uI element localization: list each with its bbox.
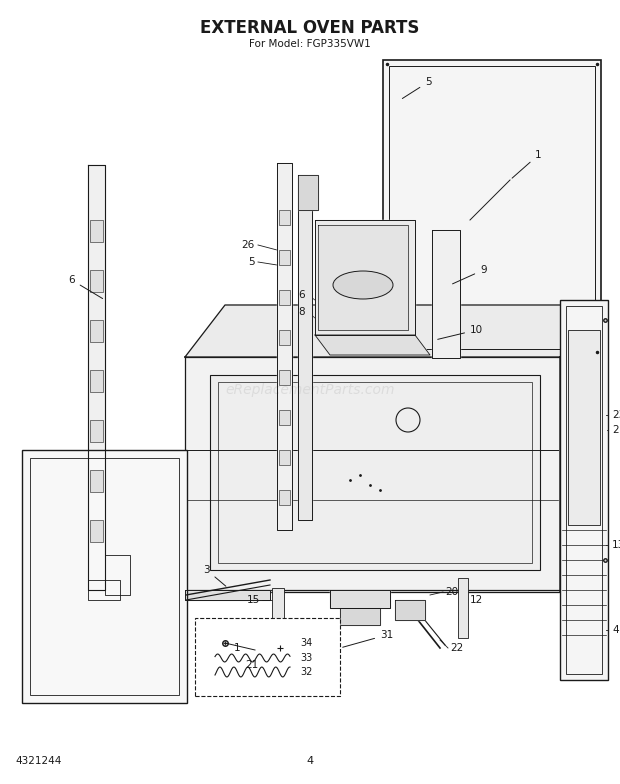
Bar xyxy=(195,618,340,696)
Text: For Model: FGP335VW1: For Model: FGP335VW1 xyxy=(249,39,371,49)
Polygon shape xyxy=(315,335,430,355)
Text: 3: 3 xyxy=(203,565,226,586)
Polygon shape xyxy=(298,178,312,520)
Bar xyxy=(560,300,608,680)
Polygon shape xyxy=(315,220,415,335)
Text: 1: 1 xyxy=(233,643,240,653)
Polygon shape xyxy=(298,175,318,210)
Text: 2: 2 xyxy=(612,425,619,435)
Bar xyxy=(389,66,595,349)
Bar xyxy=(383,60,601,355)
Text: 6: 6 xyxy=(298,290,305,300)
Text: 9: 9 xyxy=(453,265,487,284)
Text: 4321244: 4321244 xyxy=(15,756,61,766)
Bar xyxy=(218,382,532,563)
Bar xyxy=(279,370,290,385)
Text: 1: 1 xyxy=(512,150,542,178)
Polygon shape xyxy=(330,590,390,608)
Polygon shape xyxy=(340,608,380,625)
Bar xyxy=(279,290,290,305)
Bar xyxy=(566,306,602,674)
Polygon shape xyxy=(395,600,425,620)
Text: 20: 20 xyxy=(445,587,458,597)
Bar xyxy=(279,410,290,425)
Bar xyxy=(272,588,284,643)
Text: 5: 5 xyxy=(249,257,255,267)
Text: 12: 12 xyxy=(470,595,483,605)
Text: 21: 21 xyxy=(245,660,258,670)
Text: 22: 22 xyxy=(450,643,463,653)
Bar xyxy=(90,320,103,342)
Polygon shape xyxy=(185,357,560,592)
Text: 31: 31 xyxy=(343,630,393,648)
Bar xyxy=(279,210,290,225)
Polygon shape xyxy=(88,580,120,600)
Polygon shape xyxy=(88,165,105,590)
Bar xyxy=(22,450,187,703)
Text: 34: 34 xyxy=(300,638,312,648)
Polygon shape xyxy=(277,163,292,530)
Text: 4: 4 xyxy=(612,625,619,635)
Polygon shape xyxy=(185,590,270,600)
Ellipse shape xyxy=(333,271,393,299)
Polygon shape xyxy=(185,305,600,357)
Text: 5: 5 xyxy=(402,77,432,99)
Text: 26: 26 xyxy=(242,240,255,250)
Bar xyxy=(90,470,103,492)
Text: 13: 13 xyxy=(612,540,620,550)
Bar xyxy=(90,270,103,292)
Text: 8: 8 xyxy=(298,307,305,317)
Text: 10: 10 xyxy=(438,325,483,339)
Bar xyxy=(90,370,103,392)
Bar xyxy=(458,578,468,638)
Bar xyxy=(279,250,290,265)
Bar xyxy=(30,458,179,695)
Bar xyxy=(568,330,600,525)
Text: 4: 4 xyxy=(306,756,314,766)
Text: 32: 32 xyxy=(300,667,312,677)
Text: eReplacementParts.com: eReplacementParts.com xyxy=(225,383,395,397)
Text: 6: 6 xyxy=(68,275,103,299)
Polygon shape xyxy=(432,230,460,358)
Bar xyxy=(279,450,290,465)
Polygon shape xyxy=(318,225,408,330)
Bar xyxy=(90,420,103,442)
Bar xyxy=(90,220,103,242)
Text: 33: 33 xyxy=(300,653,312,663)
Bar xyxy=(279,330,290,345)
Text: 23: 23 xyxy=(612,410,620,420)
Polygon shape xyxy=(560,305,600,592)
Text: 15: 15 xyxy=(247,595,260,605)
Bar xyxy=(90,520,103,542)
Bar xyxy=(210,375,540,570)
Bar xyxy=(279,490,290,505)
Text: EXTERNAL OVEN PARTS: EXTERNAL OVEN PARTS xyxy=(200,19,420,37)
Polygon shape xyxy=(105,555,130,595)
